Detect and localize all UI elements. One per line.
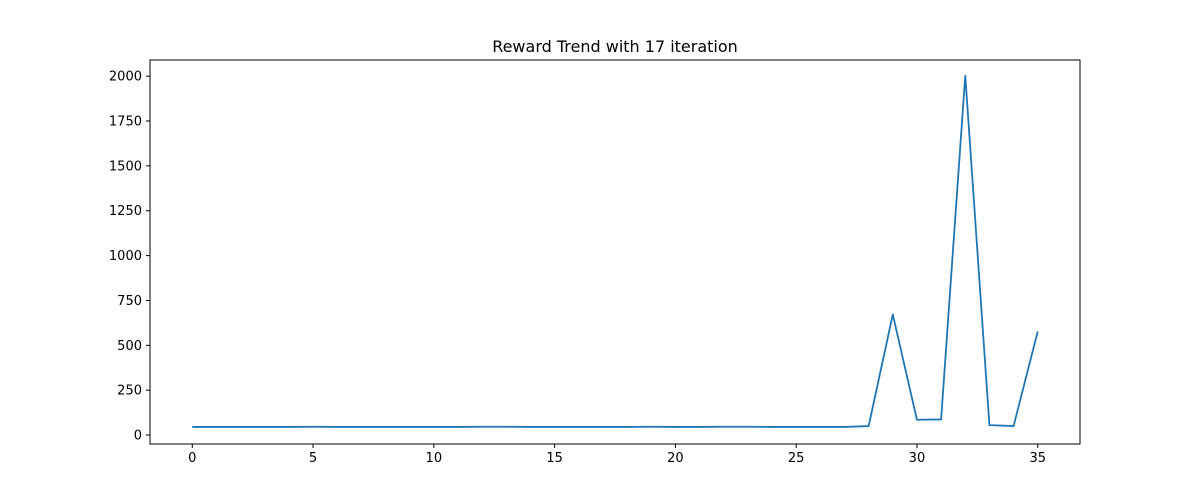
x-tick-label: 0 [188,451,196,466]
y-tick-label: 1000 [109,249,142,264]
y-tick-label: 500 [117,339,142,354]
x-tick-label: 25 [788,451,805,466]
series-line-0 [192,74,1039,428]
x-tick-label: 30 [909,451,926,466]
y-tick-label: 250 [117,384,142,399]
y-tick-label: 1750 [109,115,142,130]
x-tick-label: 35 [1029,451,1046,466]
x-tick-label: 15 [546,451,563,466]
x-tick-label: 20 [667,451,684,466]
y-tick-label: 1500 [109,159,142,174]
y-tick-label: 1250 [109,204,142,219]
y-tick-label: 750 [117,294,142,309]
y-tick-label: 0 [134,429,142,444]
y-tick-label: 2000 [109,70,142,85]
x-axis: 0 5 10 15 20 25 30 35 [188,444,1046,466]
plot-frame [149,59,1081,445]
chart-title: Reward Trend with 17 iteration [492,37,738,56]
x-tick-label: 5 [309,451,317,466]
series-layer [192,74,1039,428]
y-axis: 0 250 500 750 1000 1250 1500 1750 2000 [109,70,150,444]
x-tick-label: 10 [426,451,443,466]
